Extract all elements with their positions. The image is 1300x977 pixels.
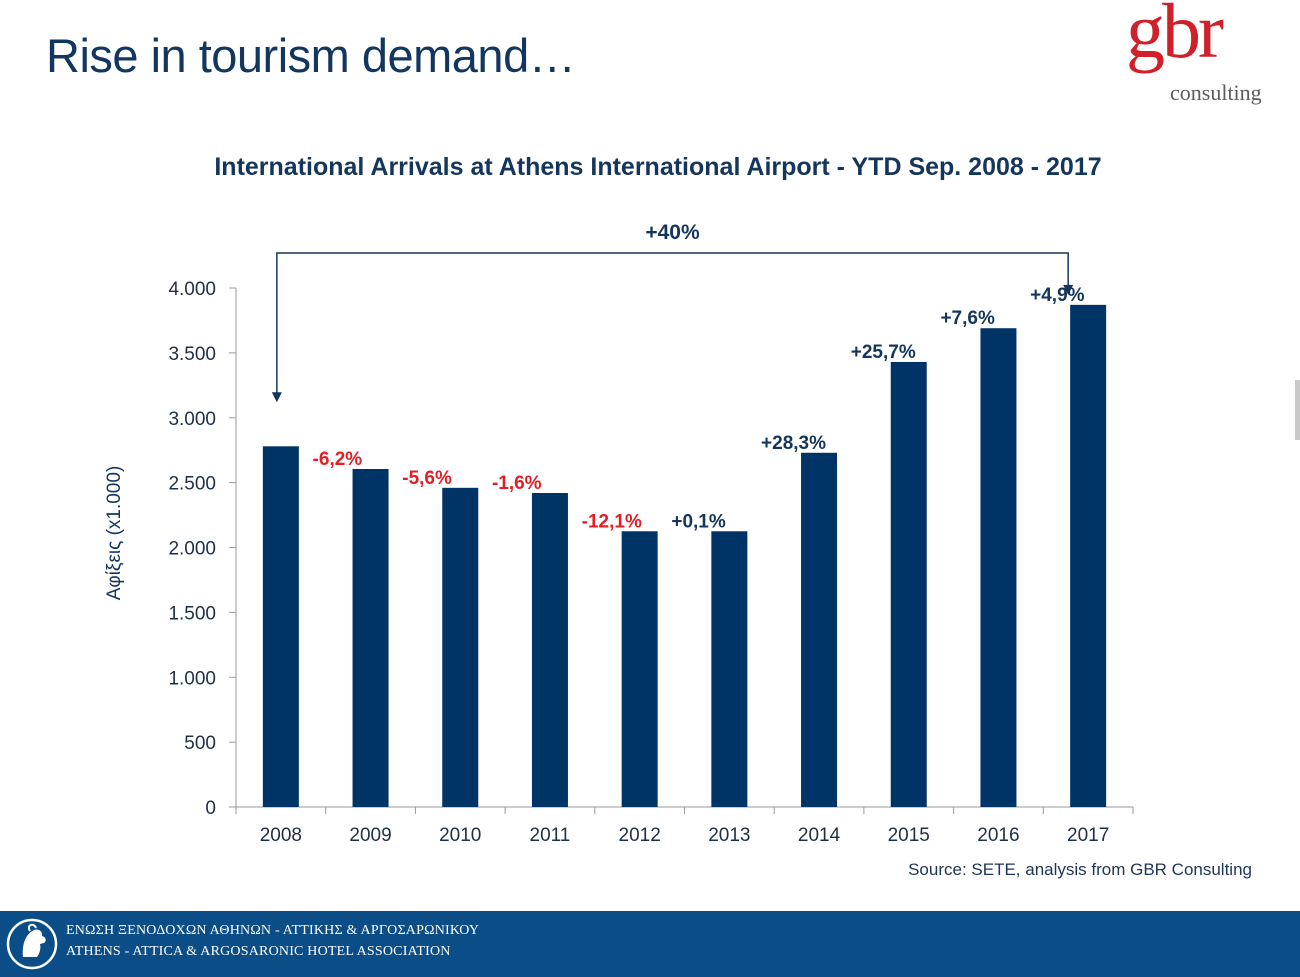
footer-line-greek: ΕΝΩΣΗ ΞΕΝΟΔΟΧΩΝ ΑΘΗΝΩΝ - ΑΤΤΙΚΗΣ & ΑΡΓΟΣ…: [66, 923, 480, 938]
bar: [711, 531, 748, 807]
chart-axes: 0 500 1.000 1.500 2.000 2.500 3.000 3.500 4.000 2…: [168, 279, 1134, 846]
y-tick-label: 500: [184, 733, 216, 754]
change-label: -5,6%: [402, 468, 452, 489]
x-tick-label: 2013: [708, 825, 750, 846]
footer-bar: ΕΝΩΣΗ ΞΕΝΟΔΟΧΩΝ ΑΘΗΝΩΝ - ΑΤΤΙΚΗΣ & ΑΡΓΟΣ…: [0, 911, 1300, 977]
x-tick-label: 2010: [439, 825, 481, 846]
x-tick-label: 2011: [530, 825, 571, 846]
bar: [442, 487, 479, 807]
bar: [531, 493, 568, 807]
chart-bars: -6,2% -5,6% -1,6% -12,1% +0,1% +28,3% +25,7% +7…: [262, 285, 1107, 807]
x-tick-label: 2009: [349, 825, 391, 846]
overall-change-label: +40%: [645, 221, 700, 244]
x-tick-label: 2015: [888, 825, 930, 846]
change-label: +0,1%: [671, 511, 726, 532]
x-tick-label: 2014: [798, 825, 841, 846]
association-emblem-icon: [6, 918, 58, 970]
footer-line-english: ATHENS - ATTICA & ARGOSARONIC HOTEL ASSO…: [66, 944, 451, 959]
change-label: -12,1%: [582, 511, 642, 532]
y-tick-label: 2.500: [168, 474, 216, 495]
x-tick-label: 2017: [1067, 825, 1109, 846]
bar: [621, 531, 658, 807]
bar: [890, 361, 927, 807]
change-label: +25,7%: [851, 342, 916, 363]
logo-sub-text: consulting: [1170, 80, 1262, 105]
y-tick-label: 4.000: [168, 279, 216, 300]
change-label: +4,9%: [1030, 285, 1085, 306]
change-label: -1,6%: [492, 473, 542, 494]
x-tick-label: 2012: [619, 825, 661, 846]
bracket-arrow-end: [1063, 284, 1074, 295]
bracket-arrow-start: [271, 392, 282, 403]
bar: [1070, 304, 1107, 807]
x-tick-label: 2016: [977, 825, 1019, 846]
change-label: -6,2%: [313, 449, 363, 470]
y-tick-label: 1.500: [168, 603, 216, 624]
change-label: +7,6%: [940, 308, 995, 329]
y-tick-label: 2.000: [168, 539, 216, 560]
y-tick-label: 3.500: [168, 344, 216, 365]
change-label: +28,3%: [761, 433, 826, 454]
edge-shade: [1295, 380, 1300, 440]
logo-main-text: gbr: [1126, 0, 1224, 74]
slide-title: Rise in tourism demand…: [46, 29, 576, 82]
bar: [801, 452, 838, 807]
gbr-logo: gbr consulting: [1120, 0, 1290, 110]
bracket-line: [276, 252, 1069, 397]
y-tick-label: 0: [205, 798, 216, 819]
bar: [352, 469, 389, 807]
y-tick-label: 1.000: [168, 668, 216, 689]
overall-change-bracket: +40%: [271, 221, 1074, 403]
y-tick-label: 3.000: [168, 409, 216, 430]
x-tick-label: 2008: [260, 825, 302, 846]
bar: [262, 446, 299, 807]
source-note: Source: SETE, analysis from GBR Consulti…: [908, 860, 1252, 879]
y-axis-label: Αφίξεις (x1.000): [104, 466, 125, 601]
chart-title: International Arrivals at Athens Interna…: [214, 153, 1101, 181]
bar: [980, 328, 1017, 807]
